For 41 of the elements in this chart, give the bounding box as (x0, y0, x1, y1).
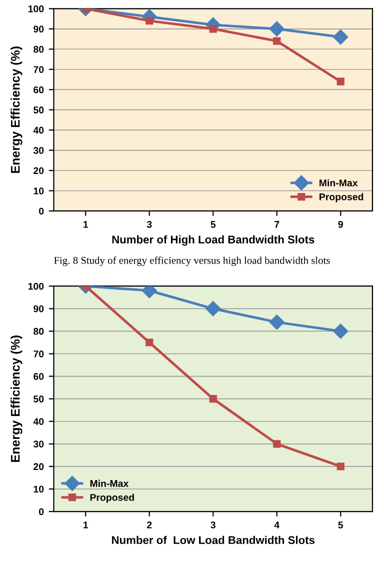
y-tick-label: 10 (34, 187, 44, 194)
y-axis-title: Energy Efficiency (%) (10, 336, 22, 462)
x-tick-label: 3 (146, 220, 152, 228)
x-tick-label: 4 (274, 522, 280, 528)
y-tick-label: 60 (34, 373, 44, 380)
y-tick-label: 20 (34, 167, 44, 174)
x-tick-label: 2 (147, 522, 152, 528)
y-tick-label: 50 (34, 396, 44, 402)
y-tick-label: 50 (34, 106, 44, 114)
legend-label: Min-Max (320, 179, 358, 186)
legend-label: Min-Max (90, 480, 129, 487)
y-tick-label: 80 (34, 46, 44, 53)
y-tick-label: 0 (39, 508, 44, 516)
y-tick-label: 90 (34, 305, 44, 312)
y-tick-label: 100 (28, 282, 44, 290)
y-tick-label: 0 (39, 208, 44, 215)
caption: Fig. 8 Study of energy efficiency versus high load bandwidth slots (54, 256, 330, 266)
x-tick-label: 9 (338, 220, 343, 228)
x-tick-label: 5 (338, 522, 344, 528)
x-tick-label: 1 (84, 221, 88, 228)
y-tick-label: 40 (33, 126, 44, 134)
x-tick-label: 7 (274, 221, 280, 228)
y-tick-label: 100 (28, 5, 44, 12)
y-tick-label: 30 (33, 440, 44, 448)
legend-label: Proposed (90, 494, 134, 503)
x-tick-label: 3 (210, 522, 216, 528)
y-tick-label: 20 (34, 463, 44, 470)
y-tick-label: 30 (33, 147, 44, 154)
x-tick-label: 5 (210, 221, 216, 228)
y-tick-label: 40 (33, 418, 44, 425)
x-axis-title: Number of Low Load Bandwidth Slots (112, 536, 315, 544)
y-tick-label: 10 (34, 486, 44, 493)
legend-label: Proposed (320, 193, 364, 202)
x-tick-label: 1 (84, 522, 88, 528)
x-axis-title: Number of High Load Bandwidth Slots (112, 235, 314, 246)
y-tick-label: 80 (34, 328, 44, 335)
y-tick-label: 60 (34, 86, 44, 94)
y-axis-title: Energy Efficiency (%) (10, 46, 22, 173)
y-tick-label: 70 (34, 350, 44, 358)
y-tick-label: 90 (34, 26, 44, 33)
y-tick-label: 70 (34, 66, 44, 73)
